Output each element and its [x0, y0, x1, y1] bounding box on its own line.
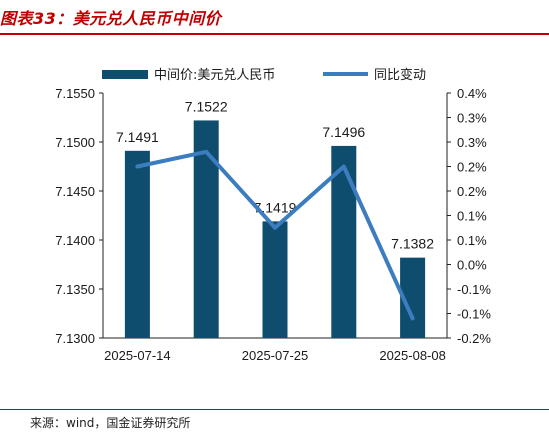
bar-value-label: 7.1496: [322, 124, 365, 140]
bar-2025-07-25: [262, 221, 288, 338]
chart: 中间价:美元兑人民币 同比变动 7.1300 7.1350 7.1400 7.1450…: [55, 67, 491, 363]
legend: 中间价:美元兑人民币 同比变动: [102, 67, 426, 83]
axes: 7.1300 7.1350 7.1400 7.1450 7.1500 7.1550 -0.2…: [55, 86, 491, 346]
right-tick-label: 0.2%: [457, 184, 487, 199]
left-tick-label: 7.1400: [55, 233, 95, 248]
left-tick-label: 7.1300: [55, 331, 95, 346]
right-tick-label: 0.0%: [457, 258, 487, 273]
bar-value-label: 7.1491: [116, 129, 159, 145]
legend-line-label: 同比变动: [374, 67, 426, 83]
left-tick-label: 7.1450: [55, 184, 95, 199]
bar-2025-07-14: [124, 150, 150, 338]
right-tick-label: -0.1%: [457, 282, 491, 297]
right-tick-label: 0.1%: [457, 209, 487, 224]
right-tick-label: 0.4%: [457, 86, 487, 101]
x-tick-label: 2025-08-08: [379, 348, 446, 363]
source-note: 来源：wind，国金证券研究所: [30, 416, 191, 430]
bar-value-label: 7.1522: [185, 98, 228, 114]
source-divider: [0, 409, 549, 410]
bar-value-label: 7.1419: [254, 199, 297, 215]
right-tick-label: -0.1%: [457, 307, 491, 322]
legend-bar-swatch: [102, 70, 148, 79]
left-tick-label: 7.1500: [55, 135, 95, 150]
bars: [124, 120, 426, 338]
left-tick-label: 7.1550: [55, 86, 95, 101]
x-tick-label: 2025-07-25: [242, 348, 309, 363]
bar-2025-07-21: [193, 120, 219, 338]
right-tick-label: -0.2%: [457, 331, 491, 346]
right-tick-label: 0.1%: [457, 233, 487, 248]
title-divider: [0, 33, 549, 35]
chart-title: 图表33：美元兑人民币中间价: [0, 9, 222, 28]
yoy-line: [135, 149, 415, 321]
bar-2025-08-01: [331, 145, 357, 338]
x-ticks: 2025-07-14 2025-07-25 2025-08-08: [104, 348, 446, 363]
left-tick-label: 7.1350: [55, 282, 95, 297]
right-tick-label: 0.3%: [457, 135, 487, 150]
x-tick-label: 2025-07-14: [104, 348, 171, 363]
legend-bar-label: 中间价:美元兑人民币: [154, 68, 275, 83]
right-tick-label: 0.3%: [457, 111, 487, 126]
bar-labels: 7.1491 7.1522 7.1419 7.1496 7.1382: [116, 98, 434, 251]
bar-value-label: 7.1382: [391, 236, 434, 252]
right-tick-label: 0.2%: [457, 160, 487, 175]
